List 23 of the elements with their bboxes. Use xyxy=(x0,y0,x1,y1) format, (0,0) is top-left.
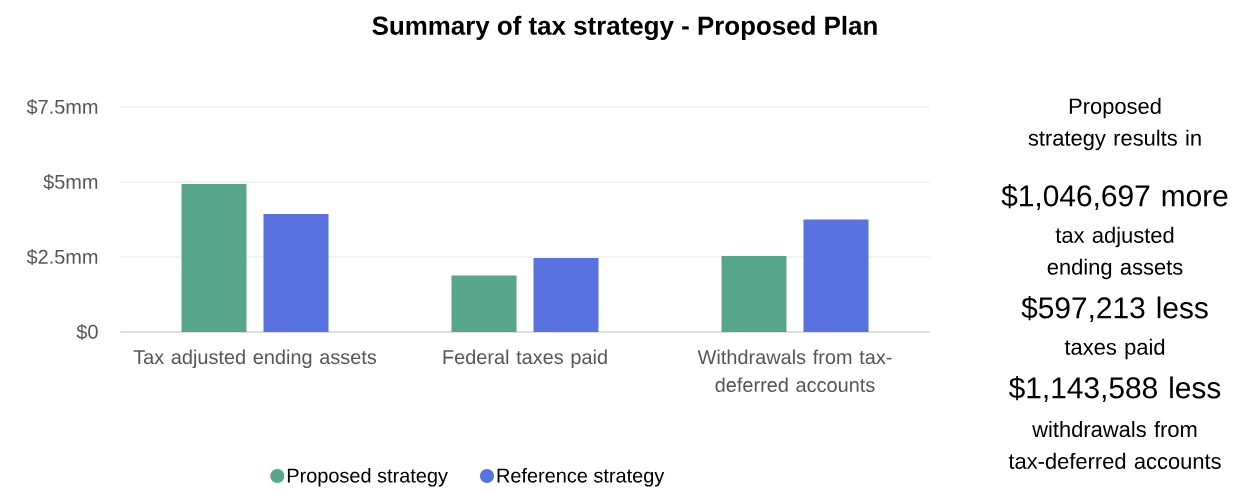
y-tick-label: $5mm xyxy=(43,173,98,191)
text: withdrawals from tax-deferred accounts xyxy=(1008,420,1221,469)
bar xyxy=(803,219,869,332)
legend-label: Reference strategy xyxy=(497,468,665,487)
bar xyxy=(451,275,517,332)
y-tick-label: $7.5mm xyxy=(26,98,98,116)
y-tick-label: $0 xyxy=(76,323,98,341)
x-tick-label: Federal taxes paid xyxy=(443,349,607,369)
bar xyxy=(181,184,247,332)
chart-title: Summary of tax strategy - Proposed Plan xyxy=(372,15,877,41)
text: taxes paid xyxy=(1064,338,1165,360)
text: $1,046,697 more xyxy=(1001,184,1228,210)
bar xyxy=(263,214,329,332)
bar xyxy=(533,257,599,332)
text: tax adjusted ending assets xyxy=(1047,226,1183,280)
x-tick-label: Withdrawals from tax-deferred accounts xyxy=(697,349,892,393)
text: Proposed strategy results in xyxy=(1028,97,1201,151)
y-tick-label: $2.5mm xyxy=(26,248,98,266)
legend-label: Proposed strategy xyxy=(287,468,448,487)
text: $1,143,588 less xyxy=(1008,376,1221,402)
text: $597,213 less xyxy=(1021,296,1208,322)
x-tick-label: Tax adjusted ending assets xyxy=(133,349,377,369)
bar xyxy=(721,256,787,332)
